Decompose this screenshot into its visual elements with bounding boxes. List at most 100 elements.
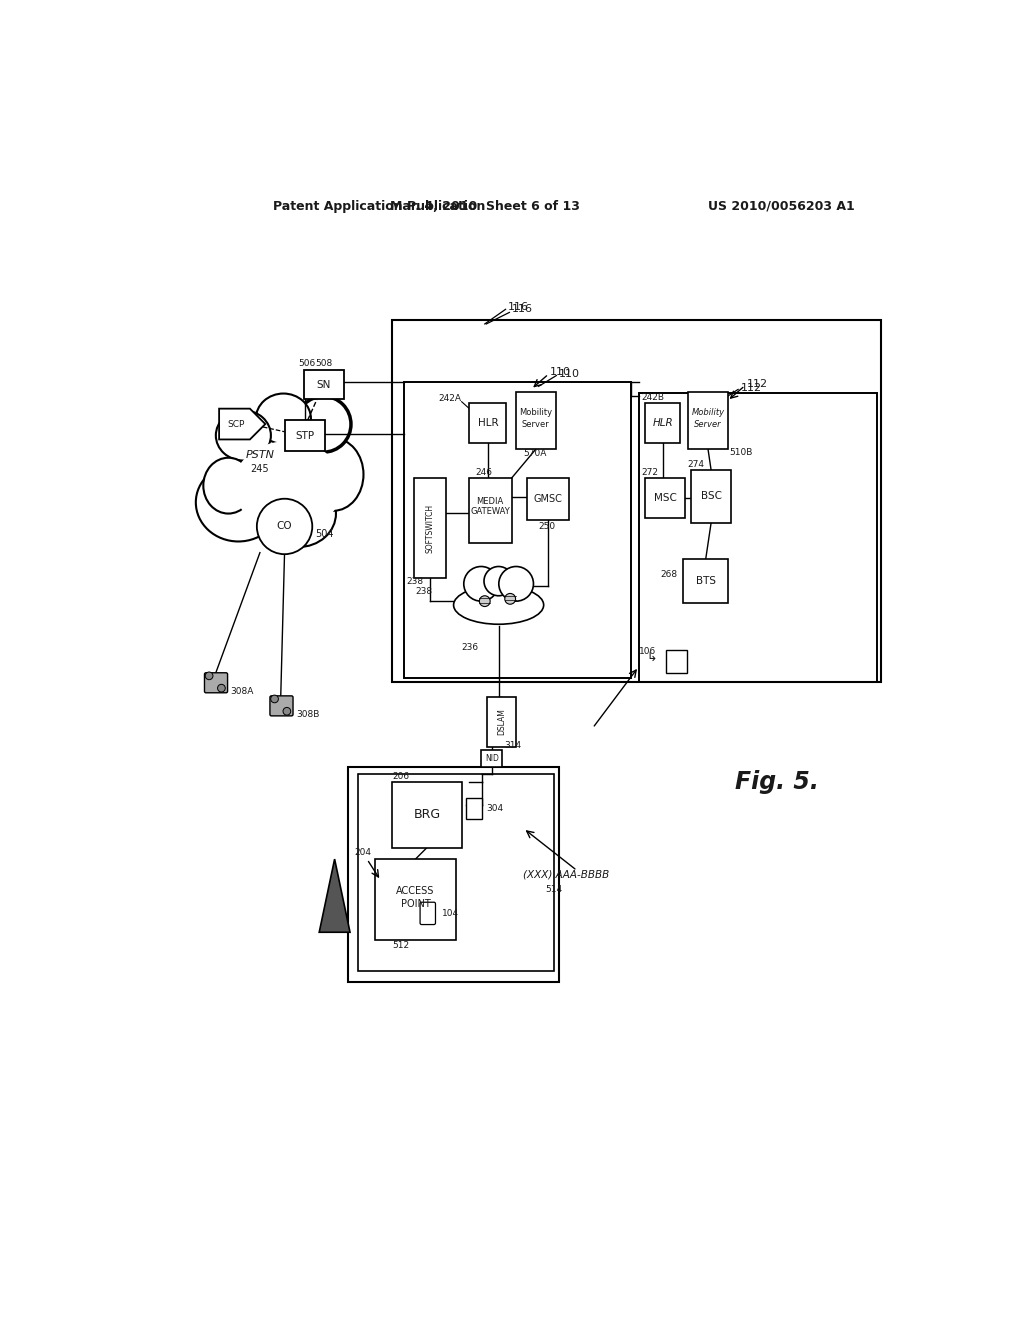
Circle shape <box>270 696 279 702</box>
Circle shape <box>464 566 499 601</box>
Ellipse shape <box>204 458 253 513</box>
Text: NID: NID <box>484 754 499 763</box>
Circle shape <box>479 595 490 607</box>
Bar <box>487 697 516 747</box>
Polygon shape <box>219 409 265 440</box>
Text: 246: 246 <box>475 469 493 477</box>
Text: SN: SN <box>316 380 331 389</box>
Text: 304: 304 <box>486 804 504 813</box>
Text: US 2010/0056203 A1: US 2010/0056203 A1 <box>708 199 855 213</box>
Text: 110: 110 <box>559 370 580 379</box>
Bar <box>414 478 446 578</box>
Bar <box>527 478 569 520</box>
Bar <box>645 404 680 444</box>
Bar <box>691 470 731 523</box>
Text: 272: 272 <box>641 469 658 477</box>
Bar <box>376 859 457 940</box>
Bar <box>481 750 503 767</box>
Text: 250: 250 <box>539 521 556 531</box>
Bar <box>469 478 512 544</box>
Bar <box>469 404 506 444</box>
Text: Mar. 4, 2010  Sheet 6 of 13: Mar. 4, 2010 Sheet 6 of 13 <box>390 199 580 213</box>
Circle shape <box>499 566 534 601</box>
FancyBboxPatch shape <box>420 903 435 924</box>
Ellipse shape <box>296 396 351 453</box>
Circle shape <box>205 672 213 680</box>
Text: ↳: ↳ <box>646 651 657 664</box>
Text: Patent Application Publication: Patent Application Publication <box>273 199 485 213</box>
Circle shape <box>257 499 312 554</box>
Bar <box>285 420 325 451</box>
Text: 506: 506 <box>298 359 315 368</box>
Text: 245: 245 <box>251 463 269 474</box>
Text: 314: 314 <box>505 742 522 750</box>
Text: 238: 238 <box>407 577 423 586</box>
Text: MEDIA: MEDIA <box>476 496 504 506</box>
Text: POINT: POINT <box>400 899 430 908</box>
Text: 242A: 242A <box>438 395 462 403</box>
Circle shape <box>505 594 515 605</box>
Bar <box>688 392 728 449</box>
Text: 512: 512 <box>392 941 410 950</box>
Text: 206: 206 <box>392 772 410 781</box>
Circle shape <box>283 708 291 715</box>
Text: Server: Server <box>521 420 550 429</box>
Text: Server: Server <box>694 420 722 429</box>
Text: 204: 204 <box>354 849 371 858</box>
Bar <box>403 381 631 678</box>
Ellipse shape <box>233 441 343 531</box>
Ellipse shape <box>256 393 311 444</box>
Bar <box>645 478 685 517</box>
Text: DSLAM: DSLAM <box>498 709 506 735</box>
Text: 116: 116 <box>512 305 532 314</box>
Text: CO: CO <box>276 521 293 532</box>
Text: Mobility: Mobility <box>519 408 552 417</box>
Bar <box>392 781 462 847</box>
Text: 242B: 242B <box>642 392 665 401</box>
Text: ACCESS: ACCESS <box>396 887 434 896</box>
FancyBboxPatch shape <box>205 673 227 693</box>
Text: HLR: HLR <box>477 418 498 428</box>
Text: 112: 112 <box>740 383 762 393</box>
Text: 508: 508 <box>315 359 333 368</box>
Text: 268: 268 <box>660 570 678 578</box>
Text: SOFTSWITCH: SOFTSWITCH <box>426 503 434 553</box>
Text: Mobility: Mobility <box>691 408 725 417</box>
Circle shape <box>217 684 225 692</box>
Bar <box>304 370 344 400</box>
Text: 308A: 308A <box>230 686 254 696</box>
Circle shape <box>484 566 513 595</box>
Ellipse shape <box>216 411 271 461</box>
Text: BRG: BRG <box>414 808 440 821</box>
Text: 106: 106 <box>639 647 656 656</box>
Text: (XXX) AAA-BBBB: (XXX) AAA-BBBB <box>523 870 609 879</box>
Text: 274: 274 <box>687 461 705 470</box>
Text: BTS: BTS <box>695 576 716 586</box>
Text: 236: 236 <box>462 643 479 652</box>
Bar <box>348 767 559 982</box>
Text: 238: 238 <box>416 586 432 595</box>
Text: MSC: MSC <box>653 492 677 503</box>
Bar <box>515 392 556 449</box>
Bar <box>639 393 878 682</box>
Text: 308B: 308B <box>296 710 319 719</box>
Text: 504: 504 <box>315 529 334 539</box>
Bar <box>392 321 882 682</box>
Text: SCP: SCP <box>227 420 245 429</box>
Text: 110: 110 <box>550 367 571 378</box>
Bar <box>357 775 554 970</box>
Text: 510B: 510B <box>730 447 753 457</box>
Bar <box>683 558 728 603</box>
Text: BSC: BSC <box>700 491 722 502</box>
Text: 116: 116 <box>508 302 528 312</box>
Text: 112: 112 <box>746 379 768 389</box>
Ellipse shape <box>261 480 336 546</box>
Bar <box>466 797 482 818</box>
Text: PSTN: PSTN <box>246 450 274 459</box>
Polygon shape <box>319 859 350 932</box>
Text: 570A: 570A <box>523 449 547 458</box>
Text: Fig. 5.: Fig. 5. <box>735 770 819 795</box>
Text: HLR: HLR <box>652 418 673 428</box>
Text: STP: STP <box>295 430 314 441</box>
Ellipse shape <box>454 586 544 624</box>
